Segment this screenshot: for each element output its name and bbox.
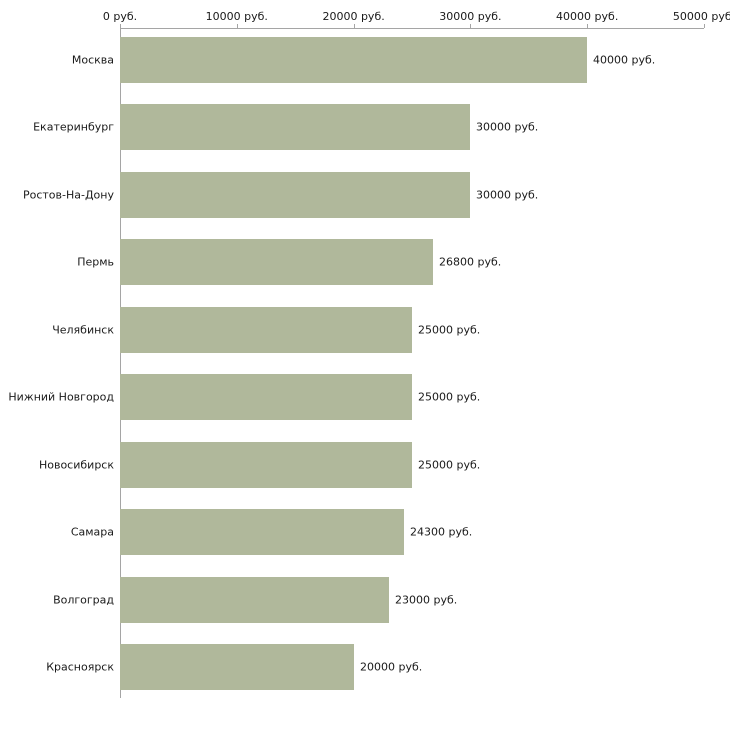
x-tick-label: 40000 руб. (556, 10, 619, 23)
x-axis-line (120, 28, 704, 29)
bar-row: Нижний Новгород 25000 руб. (0, 364, 730, 432)
bar-row: Ростов-На-Дону 30000 руб. (0, 161, 730, 229)
x-tick-label: 10000 руб. (205, 10, 268, 23)
bar-row: Новосибирск 25000 руб. (0, 431, 730, 499)
category-label: Нижний Новгород (8, 390, 114, 404)
value-label: 26800 руб. (439, 255, 502, 269)
bar-row: Пермь 26800 руб. (0, 229, 730, 297)
value-label: 30000 руб. (476, 120, 539, 134)
bar (120, 509, 404, 556)
x-tick-label: 0 руб. (102, 10, 138, 23)
x-tick-mark (120, 24, 121, 28)
bar (120, 104, 470, 151)
x-tick-label: 20000 руб. (322, 10, 385, 23)
bar (120, 306, 412, 353)
x-tick-mark (353, 24, 355, 28)
bar-row: Самара 24300 руб. (0, 499, 730, 567)
category-label: Волгоград (53, 593, 114, 607)
bar-row: Волгоград 23000 руб. (0, 566, 730, 634)
value-label: 23000 руб. (395, 593, 458, 607)
category-label: Москва (71, 53, 114, 67)
bar-row: Красноярск 20000 руб. (0, 634, 730, 702)
bar-row: Екатеринбург 30000 руб. (0, 94, 730, 162)
bar (120, 644, 354, 691)
x-tick-mark (236, 24, 238, 28)
value-label: 20000 руб. (360, 660, 423, 674)
bar (120, 374, 412, 421)
category-label: Челябинск (52, 323, 114, 337)
category-label: Пермь (77, 255, 114, 269)
value-label: 25000 руб. (418, 458, 481, 472)
value-label: 25000 руб. (418, 323, 481, 337)
bar (120, 36, 587, 83)
bar (120, 171, 470, 218)
value-label: 24300 руб. (410, 525, 473, 539)
category-label: Ростов-На-Дону (22, 188, 114, 202)
bar-rows: Москва 40000 руб. Екатеринбург 30000 руб. Ро… (0, 26, 730, 701)
bar-row: Москва 40000 руб. (0, 26, 730, 94)
x-tick-label: 30000 руб. (439, 10, 502, 23)
bar (120, 441, 412, 488)
category-label: Самара (70, 525, 114, 539)
x-tick-mark (470, 24, 472, 28)
bar (120, 576, 389, 623)
x-tick-mark (704, 24, 705, 28)
bar (120, 239, 433, 286)
category-label: Новосибирск (38, 458, 114, 472)
x-tick-mark (587, 24, 589, 28)
y-axis-line (120, 28, 121, 698)
bar-row: Челябинск 25000 руб. (0, 296, 730, 364)
x-tick-label: 50000 руб. (672, 10, 730, 23)
value-label: 40000 руб. (593, 53, 656, 67)
category-label: Красноярск (46, 660, 114, 674)
value-label: 30000 руб. (476, 188, 539, 202)
value-label: 25000 руб. (418, 390, 481, 404)
category-label: Екатеринбург (33, 120, 114, 134)
